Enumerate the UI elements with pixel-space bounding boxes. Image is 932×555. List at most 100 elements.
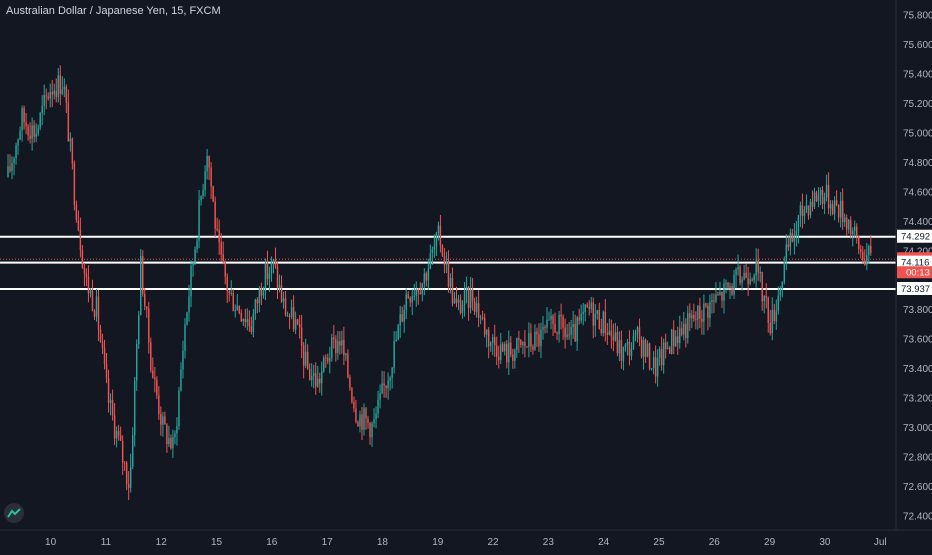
time-tick-label: 19 xyxy=(432,537,444,548)
price-label-box xyxy=(897,229,932,243)
candle-body xyxy=(314,373,317,387)
candle-body xyxy=(475,303,478,312)
candle-body xyxy=(765,295,767,298)
candle-body xyxy=(234,310,236,312)
candle-body xyxy=(158,395,160,414)
price-tick-label: 75.800 xyxy=(903,11,932,22)
candle-body xyxy=(186,312,188,325)
candle-body xyxy=(674,336,677,346)
candle-body xyxy=(308,368,311,380)
candle-body xyxy=(465,286,468,292)
candle-body xyxy=(604,311,607,334)
candle-body xyxy=(725,282,727,284)
candle-body xyxy=(351,388,353,403)
candle-body xyxy=(160,413,162,425)
price-tick-label: 75.400 xyxy=(903,70,932,81)
candle-body xyxy=(493,337,496,346)
candle-body xyxy=(608,330,611,335)
candle-body xyxy=(270,261,273,274)
candle-body xyxy=(677,336,679,344)
candle-body xyxy=(381,383,383,394)
candle-body xyxy=(544,327,546,329)
candle-body xyxy=(471,289,474,302)
candle-body xyxy=(399,314,401,326)
candle-body xyxy=(323,357,325,372)
candle-body xyxy=(481,317,484,319)
candle-body xyxy=(363,408,365,430)
candle-body xyxy=(699,305,701,319)
candle-body xyxy=(240,313,243,322)
candle-body xyxy=(172,437,174,449)
candle-body xyxy=(176,425,178,434)
price-axis: 75.800 75.600 75.400 75.200 75.000 74.800 74.6… xyxy=(903,11,932,523)
candle-body xyxy=(483,317,486,335)
candle-body xyxy=(556,332,558,334)
countdown-text: 00:13 xyxy=(906,267,930,278)
candle-body xyxy=(300,327,303,346)
candle-body xyxy=(500,344,502,361)
candle-body xyxy=(691,314,693,319)
candle-body xyxy=(387,380,389,389)
candle-body xyxy=(864,260,866,265)
logo-icon[interactable] xyxy=(4,503,24,523)
candle-body xyxy=(321,371,323,384)
candle-body xyxy=(127,483,130,489)
candle-body xyxy=(250,326,253,332)
countdown-box xyxy=(897,266,932,279)
candle-body xyxy=(600,328,603,334)
candle-body xyxy=(455,298,458,303)
candle-body xyxy=(421,283,424,295)
candle-body xyxy=(606,333,609,335)
candle-body xyxy=(656,357,659,377)
candle-body xyxy=(713,300,715,302)
candle-body xyxy=(693,314,695,320)
candle-body xyxy=(449,278,452,287)
candle-body xyxy=(156,379,158,396)
candle-body xyxy=(373,419,375,424)
candle-body xyxy=(220,242,222,255)
candle-body xyxy=(224,260,226,277)
candle-body xyxy=(162,416,164,425)
candle-body xyxy=(614,332,617,341)
candle-body xyxy=(451,278,454,304)
candle-body xyxy=(113,415,116,439)
candle-body xyxy=(89,290,92,294)
price-tick-label: 72.400 xyxy=(903,511,932,522)
candle-body xyxy=(658,348,661,358)
candle-body xyxy=(154,377,156,380)
candle-body xyxy=(668,347,671,354)
candle-body xyxy=(204,171,206,190)
candle-body xyxy=(839,200,842,218)
candle-body xyxy=(530,333,532,347)
candle-body xyxy=(266,263,269,280)
candle-body xyxy=(349,377,351,389)
candle-body xyxy=(284,298,287,316)
candle-body xyxy=(433,246,436,250)
candle-body xyxy=(729,286,731,288)
candle-body xyxy=(755,260,757,276)
time-tick-label: 11 xyxy=(101,537,112,548)
candle-body xyxy=(359,414,361,427)
candle-body xyxy=(17,139,19,146)
candle-body xyxy=(632,335,635,349)
price-tick-label: 73.800 xyxy=(903,305,932,316)
candle-body xyxy=(847,220,850,230)
candle-body xyxy=(634,332,637,336)
candle-body xyxy=(570,327,572,335)
price-label-text: 73.937 xyxy=(901,284,930,295)
time-tick-label: 25 xyxy=(653,537,665,548)
candle-body xyxy=(564,327,566,338)
candle-body xyxy=(152,370,154,378)
candle-body xyxy=(355,408,357,422)
candle-body xyxy=(749,279,751,284)
price-tick-label: 73.600 xyxy=(903,335,932,346)
candle-body xyxy=(650,368,653,370)
candle-body xyxy=(150,342,152,371)
candle-body xyxy=(681,328,683,335)
candle-body xyxy=(646,343,649,357)
time-tick-label: 18 xyxy=(377,537,389,548)
candle-body xyxy=(457,299,460,303)
price-label-box xyxy=(897,281,932,295)
